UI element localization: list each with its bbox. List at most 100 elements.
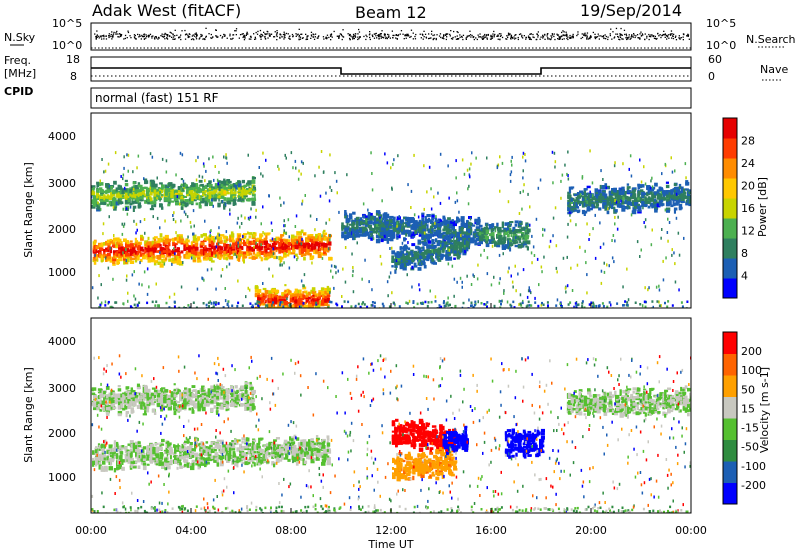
power-cell <box>183 240 186 244</box>
power-cell <box>194 243 199 247</box>
noise-point <box>521 34 523 37</box>
power-cell <box>421 213 425 218</box>
power-cell <box>524 230 528 235</box>
power-cell <box>369 218 373 222</box>
noise-point <box>404 34 406 36</box>
power-cell <box>349 223 354 226</box>
power-cell <box>254 286 259 290</box>
power-cell <box>144 243 147 247</box>
noise-point <box>666 38 668 40</box>
power-cell <box>220 191 224 195</box>
power-cell <box>200 244 203 248</box>
power-cell <box>115 190 119 194</box>
power-cell <box>281 250 284 254</box>
power-cell <box>198 179 203 183</box>
power-cell <box>292 249 296 253</box>
noise-point <box>510 38 512 40</box>
noise-point <box>490 34 492 37</box>
noise-point <box>195 33 197 35</box>
noise-point <box>196 34 198 36</box>
power-cell <box>118 257 123 262</box>
noise-point <box>532 36 534 38</box>
noise-point <box>391 30 393 32</box>
noise-point <box>289 38 291 40</box>
power-cell <box>180 206 184 210</box>
power-cell <box>287 239 291 243</box>
power-cell <box>346 223 349 226</box>
power-cell <box>196 187 200 192</box>
power-cell <box>328 241 332 246</box>
power-cell <box>396 254 401 259</box>
noise-point <box>537 31 539 33</box>
power-cell <box>670 204 674 208</box>
power-cell <box>118 250 122 255</box>
power-cell <box>611 199 614 203</box>
power-cell <box>507 222 510 224</box>
power-cell <box>239 242 244 245</box>
power-cell <box>166 245 170 249</box>
noise-point <box>653 37 656 39</box>
power-cell <box>509 221 514 224</box>
power-cell <box>688 203 691 207</box>
noise-point <box>250 36 252 38</box>
power-cell <box>323 245 328 249</box>
noise-point <box>469 30 471 32</box>
noise-point <box>100 35 102 37</box>
power-cell <box>257 296 261 301</box>
power-cell <box>137 202 142 207</box>
power-cell <box>103 242 106 246</box>
power-cell <box>417 255 421 258</box>
power-cell <box>206 192 209 195</box>
power-cell <box>105 240 108 246</box>
power-cell <box>386 240 390 244</box>
noise-point <box>592 31 594 34</box>
power-cell <box>284 313 287 316</box>
power-cell <box>287 309 291 312</box>
power-cell <box>183 200 186 204</box>
power-cell <box>175 189 178 193</box>
power-cell <box>498 235 503 239</box>
power-cell <box>195 183 198 188</box>
power-cell <box>164 240 168 245</box>
power-cell <box>232 250 237 255</box>
noise-point <box>479 36 481 38</box>
power-cell <box>313 245 317 250</box>
power-cell <box>177 190 181 193</box>
power-cell <box>354 227 358 230</box>
noise-point <box>428 37 430 40</box>
power-cell <box>341 234 345 239</box>
power-cell <box>437 230 442 235</box>
noise-left-label: N.Sky <box>4 31 36 44</box>
power-cell <box>186 188 190 192</box>
noise-point <box>100 36 102 38</box>
power-cell <box>152 248 155 252</box>
power-cell <box>286 306 290 308</box>
power-cell <box>147 202 152 205</box>
power-cell <box>256 237 259 242</box>
noise-point <box>112 36 114 38</box>
noise-point <box>399 33 401 35</box>
power-cell <box>281 302 286 306</box>
power-cell <box>168 242 171 247</box>
power-cell <box>574 199 577 203</box>
power-cell <box>463 231 468 235</box>
power-cell <box>641 203 645 207</box>
power-cell <box>213 254 216 258</box>
noise-point <box>607 36 609 38</box>
noise-point <box>598 38 600 40</box>
noise-point <box>232 34 234 36</box>
noise-point <box>456 31 458 33</box>
power-cell <box>370 232 373 237</box>
noise-point <box>379 34 381 36</box>
noise-point <box>279 33 281 36</box>
noise-point <box>482 37 484 40</box>
noise-point <box>586 36 588 38</box>
power-cell <box>210 245 214 249</box>
noise-point <box>285 32 288 35</box>
power-cell <box>200 234 203 238</box>
power-cell <box>424 215 427 220</box>
power-cell <box>431 228 434 232</box>
power-cell <box>208 249 212 254</box>
power-cell <box>613 207 616 212</box>
noise-point <box>572 35 574 37</box>
